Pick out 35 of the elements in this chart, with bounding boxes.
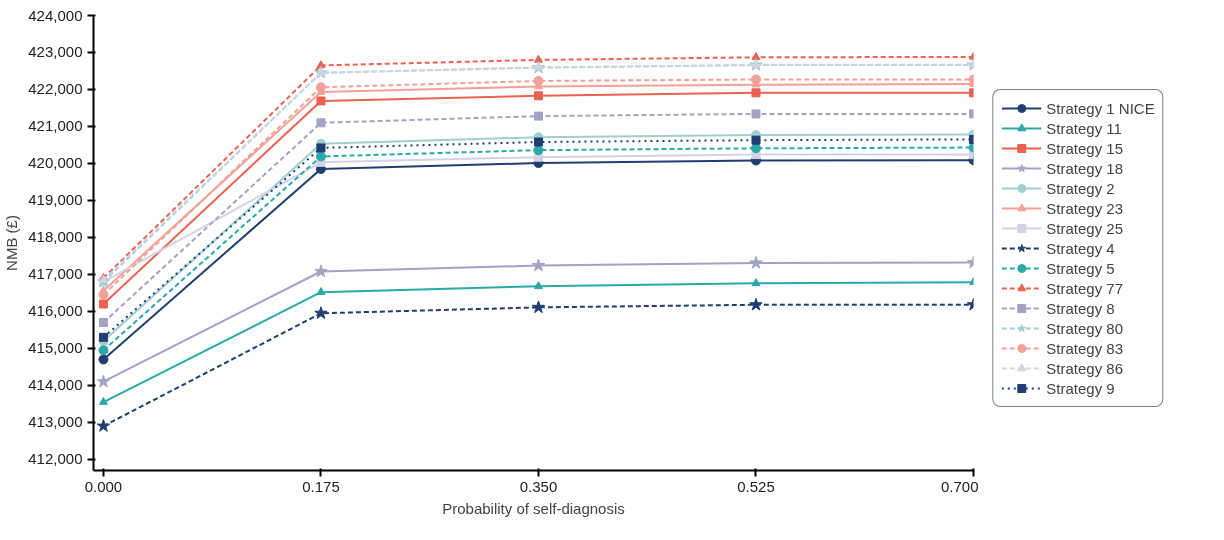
x-tick-label: 0.350 <box>519 477 558 495</box>
y-tick-label: 413,000 <box>28 413 83 431</box>
y-tick-label: 414,000 <box>28 376 83 394</box>
legend-label: Strategy 83 <box>1046 338 1124 358</box>
legend-label: Strategy 25 <box>1046 218 1124 238</box>
y-tick-label: 415,000 <box>28 339 83 357</box>
y-tick-label: 419,000 <box>28 191 83 209</box>
y-tick-label: 423,000 <box>28 43 83 61</box>
legend-label: Strategy 5 <box>1046 258 1115 278</box>
x-axis-title: Probability of self-diagnosis <box>442 499 625 517</box>
y-tick-label: 416,000 <box>28 302 83 320</box>
legend-label: Strategy 15 <box>1046 138 1124 158</box>
y-tick-label: 420,000 <box>28 154 83 172</box>
legend-label: Strategy 77 <box>1046 278 1124 298</box>
y-tick-label: 422,000 <box>28 80 83 98</box>
y-tick-label: 421,000 <box>28 117 83 135</box>
x-tick-label: 0.525 <box>737 477 775 495</box>
legend-label: Strategy 23 <box>1046 198 1124 218</box>
x-tick-label: 0.700 <box>940 477 979 495</box>
y-tick-label: 418,000 <box>28 228 83 246</box>
x-tick-label: 0.175 <box>302 477 340 495</box>
legend-label: Strategy 11 <box>1046 118 1122 138</box>
legend-label: Strategy 1 NICE <box>1046 98 1155 118</box>
legend-label: Strategy 80 <box>1046 318 1124 338</box>
legend-label: Strategy 2 <box>1046 178 1115 198</box>
legend-label: Strategy 86 <box>1046 358 1124 378</box>
x-tick-label: 0.000 <box>84 477 123 495</box>
legend-label: Strategy 8 <box>1046 298 1115 318</box>
y-tick-label: 424,000 <box>28 6 83 24</box>
y-axis-title: NMB (£) <box>3 215 21 271</box>
y-tick-label: 417,000 <box>28 265 83 283</box>
legend-label: Strategy 4 <box>1046 238 1115 258</box>
legend-label: Strategy 9 <box>1046 378 1115 398</box>
y-tick-label: 412,000 <box>28 450 83 468</box>
legend-label: Strategy 18 <box>1046 158 1124 178</box>
